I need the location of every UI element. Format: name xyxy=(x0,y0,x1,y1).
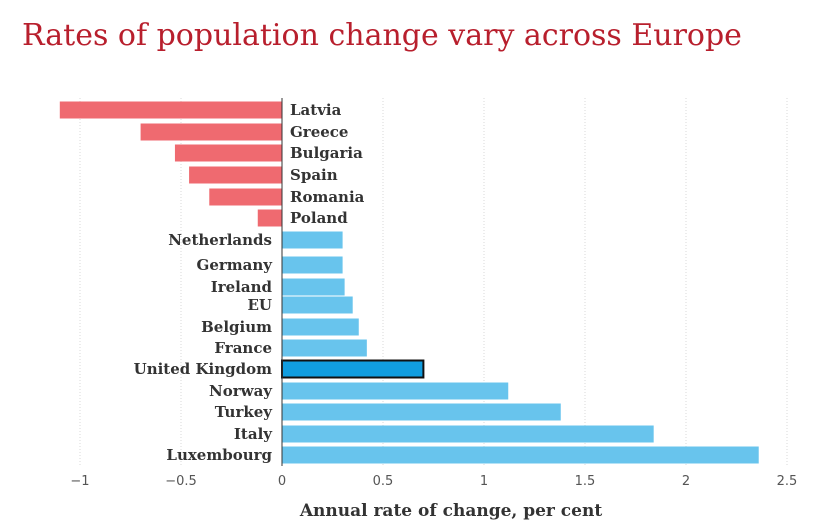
x-tick-label: −0.5 xyxy=(165,474,197,489)
x-axis-title: Annual rate of change, per cent xyxy=(299,501,603,521)
category-label: Italy xyxy=(234,425,273,443)
x-tick-label: 0 xyxy=(278,474,286,489)
category-label: Luxembourg xyxy=(166,446,272,464)
bar xyxy=(282,278,345,296)
x-tick-label: 0.5 xyxy=(373,474,394,489)
bar xyxy=(282,318,359,336)
bar xyxy=(282,403,561,421)
bar xyxy=(282,425,654,443)
category-label: Bulgaria xyxy=(290,144,363,162)
bar xyxy=(282,446,759,464)
category-label: Norway xyxy=(209,382,273,400)
x-tick-label: 1 xyxy=(480,474,488,489)
bar xyxy=(282,231,343,249)
bar xyxy=(257,209,282,227)
x-tick-label: −1 xyxy=(70,474,89,489)
category-label: Ireland xyxy=(211,278,273,296)
category-label: Spain xyxy=(290,166,338,184)
chart-title: Rates of population change vary across E… xyxy=(22,18,742,53)
category-label: Belgium xyxy=(201,318,272,336)
category-label: Romania xyxy=(290,188,365,206)
bar xyxy=(140,123,282,141)
bar xyxy=(59,101,282,119)
bar xyxy=(209,188,282,206)
bar xyxy=(282,256,343,274)
category-label: Greece xyxy=(290,123,348,141)
x-tick-label: 2.5 xyxy=(777,474,798,489)
bar xyxy=(189,166,282,184)
bar xyxy=(174,144,282,162)
category-label: Turkey xyxy=(215,403,274,421)
category-label: France xyxy=(214,339,272,357)
x-tick-label: 2 xyxy=(682,474,690,489)
category-label: Germany xyxy=(197,256,274,274)
category-label: Latvia xyxy=(290,101,342,119)
bar xyxy=(282,296,353,314)
category-label: EU xyxy=(247,296,272,314)
x-tick-label: 1.5 xyxy=(575,474,596,489)
bar xyxy=(282,382,509,400)
bar-highlight xyxy=(281,359,425,379)
category-label: Netherlands xyxy=(168,231,272,249)
bar xyxy=(282,339,367,357)
category-label: United Kingdom xyxy=(134,360,272,378)
category-label: Poland xyxy=(290,209,348,227)
